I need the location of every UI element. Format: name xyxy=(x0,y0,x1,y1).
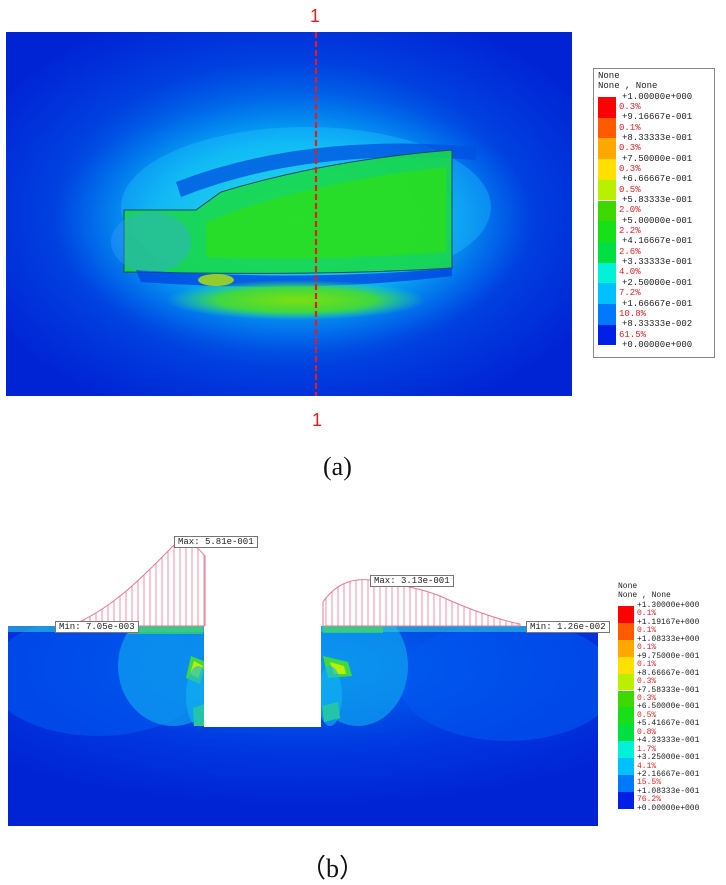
legend-a-header-1: None xyxy=(598,71,620,81)
legend-b-header-2: None , None xyxy=(618,591,671,600)
legend-a-swatch-8 xyxy=(598,262,616,284)
legend-a-value-2: +8.33333e-001 xyxy=(622,132,693,143)
legend-b-value-4: +8.66667e-001 xyxy=(637,668,700,678)
legend-a-percent-0: 0.3% xyxy=(619,101,641,112)
legend-a-value-6: +5.00000e-001 xyxy=(622,215,693,226)
legend-b-percent-9: 4.1% xyxy=(637,761,657,771)
legend-a-percent-10: 10.8% xyxy=(619,308,647,319)
legend-b-value-3: +9.75000e-001 xyxy=(637,651,700,661)
contour-field-b xyxy=(8,626,598,826)
contour-plot-b xyxy=(8,626,598,826)
legend-a-value-10: +1.66667e-001 xyxy=(622,298,693,309)
legend-b-value-9: +3.25000e-001 xyxy=(637,753,700,763)
legend-b-value-8: +4.33333e-001 xyxy=(637,736,700,746)
max-tag-right: Max: 3.13e-001 xyxy=(370,575,454,587)
legend-a-swatch-6 xyxy=(598,221,616,242)
legend-a-percent-9: 7.2% xyxy=(619,288,641,299)
legend-b-swatch-6 xyxy=(618,707,634,725)
legend-a-percent-5: 2.0% xyxy=(619,205,641,216)
legend-a-value-1: +9.16667e-001 xyxy=(622,112,693,123)
legend-a-swatch-1 xyxy=(598,117,616,139)
legend-b: None None , None 0.1% 0.1% 0.1% 0.1% 0.3% 0.3… xyxy=(616,580,720,814)
settlement-profile xyxy=(69,542,521,627)
min-tag-right: Min: 1.26e-002 xyxy=(526,621,610,633)
legend-b-percent-8: 1.7% xyxy=(637,744,657,754)
legend-a-percent-7: 2.6% xyxy=(619,246,641,257)
legend-a-swatch-2 xyxy=(598,138,616,160)
panel-label-a: (a) xyxy=(323,452,352,481)
legend-b-swatch-8 xyxy=(618,741,634,759)
cut-label-bottom: 1 xyxy=(312,410,323,430)
legend-b-value-2: +1.08333e+000 xyxy=(637,634,700,644)
legend-a-value-11: +8.33333e-002 xyxy=(622,319,693,330)
legend-a-value-12: +0.00000e+000 xyxy=(622,339,693,350)
legend-b-swatch-2 xyxy=(618,639,634,657)
legend-a-value-3: +7.50000e-001 xyxy=(622,153,693,164)
legend-a-percent-6: 2.2% xyxy=(619,226,641,237)
legend-a-swatch-10 xyxy=(598,304,616,325)
legend-a-percent-1: 0.1% xyxy=(619,122,641,133)
legend-a-value-9: +2.50000e-001 xyxy=(622,277,693,288)
legend-b-percent-1: 0.1% xyxy=(637,626,657,636)
legend-a-value-7: +4.16667e-001 xyxy=(622,236,693,247)
legend-b-swatch-11 xyxy=(618,791,634,809)
legend-a-swatch-11 xyxy=(598,324,616,346)
legend-b-percent-3: 0.1% xyxy=(637,660,657,670)
legend-b-swatch-4 xyxy=(618,673,634,691)
legend-b-header-1: None xyxy=(618,582,638,591)
legend-b-swatch-9 xyxy=(618,758,634,775)
legend-b-swatch-5 xyxy=(618,690,634,708)
legend-b-percent-2: 0.1% xyxy=(637,643,657,653)
legend-a-swatch-7 xyxy=(598,241,616,263)
legend-b-value-5: +7.58333e-001 xyxy=(637,685,700,695)
legend-a-value-4: +6.66667e-001 xyxy=(622,174,693,185)
contour-field-a xyxy=(6,32,572,396)
legend-b-percent-7: 0.8% xyxy=(637,727,657,737)
legend-a-value-8: +3.33333e-001 xyxy=(622,257,693,268)
legend-b-swatch-7 xyxy=(618,724,634,742)
legend-a-header-2: None , None xyxy=(598,81,658,91)
legend-a-value-0: +1.00000e+000 xyxy=(622,91,693,102)
cut-label-top: 1 xyxy=(310,6,321,26)
legend-b-swatch-10 xyxy=(618,775,634,792)
legend-b-swatch-3 xyxy=(618,656,634,674)
legend-b-percent-5: 0.3% xyxy=(637,693,657,703)
legend-b-value-12: +0.00000e+000 xyxy=(637,803,700,813)
legend-a-swatch-5 xyxy=(598,200,616,222)
legend-b-value-0: +1.30000e+000 xyxy=(637,601,700,610)
max-tag-left: Max: 5.81e-001 xyxy=(174,536,258,548)
legend-b-value-6: +6.50000e-001 xyxy=(637,702,700,712)
legend-a-percent-3: 0.3% xyxy=(619,163,641,174)
legend-a-percent-8: 4.0% xyxy=(619,267,641,278)
legend-b-value-7: +5.41667e-001 xyxy=(637,719,700,729)
legend-b-value-1: +1.19167e+000 xyxy=(637,617,700,627)
legend-b-percent-0: 0.1% xyxy=(637,609,657,619)
legend-a-swatch-0 xyxy=(598,97,616,118)
legend-b-percent-6: 0.5% xyxy=(637,710,657,720)
legend-b-percent-10: 15.5% xyxy=(637,778,662,788)
legend-b-value-10: +2.16667e-001 xyxy=(637,770,700,779)
legend-b-swatch-0 xyxy=(618,606,634,623)
legend-a: None None , None 0.3% 0.1% 0.3% 0.3% 0.5% 2.0… xyxy=(593,68,715,358)
legend-a-percent-4: 0.5% xyxy=(619,184,641,195)
legend-a-percent-11: 61.5% xyxy=(619,329,647,340)
legend-b-percent-11: 76.2% xyxy=(637,795,662,805)
legend-b-value-11: +1.08333e-001 xyxy=(637,786,700,796)
legend-a-swatch-3 xyxy=(598,159,616,180)
min-tag-left: Min: 7.05e-003 xyxy=(55,621,139,633)
legend-a-value-5: +5.83333e-001 xyxy=(622,195,693,205)
legend-b-swatch-1 xyxy=(618,622,634,640)
excavation-void xyxy=(204,626,321,727)
legend-a-percent-2: 0.3% xyxy=(619,143,641,154)
legend-b-percent-4: 0.3% xyxy=(637,677,657,687)
contour-plot-a xyxy=(6,32,572,396)
panel-label-b: （b） xyxy=(300,854,366,883)
legend-a-swatch-4 xyxy=(598,179,616,201)
legend-a-swatch-9 xyxy=(598,283,616,304)
